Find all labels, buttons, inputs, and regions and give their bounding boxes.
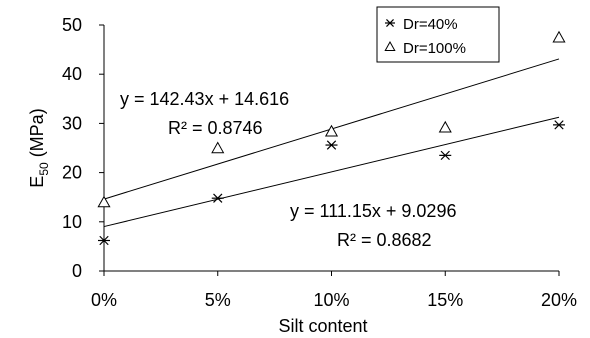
point-dr100: [97, 195, 111, 208]
legend-asterisk-icon: [385, 19, 395, 27]
point-dr100: [211, 141, 225, 154]
y-tick-label: 10: [62, 212, 82, 232]
legend-marker-dr40: [385, 19, 395, 27]
y-axis-label-sub: 50: [37, 162, 51, 176]
y-tick-label: 30: [62, 113, 82, 133]
equation-dr40: y = 111.15x + 9.0296: [290, 201, 456, 221]
y-axis-label-unit: (MPa): [27, 108, 47, 162]
y-axis-label-main: E: [27, 176, 47, 188]
legend-label-dr100: Dr=100%: [403, 40, 466, 57]
y-tick-label: 20: [62, 163, 82, 183]
legend-box: [376, 6, 500, 63]
x-tick-label: 5%: [205, 290, 231, 310]
point-dr100: [324, 124, 339, 137]
x-ticks: 0% 5% 10% 15% 20%: [91, 271, 577, 310]
point-dr40: [325, 140, 338, 150]
y-axis-label: E50 (MPa): [27, 108, 51, 187]
x-axis-label: Silt content: [278, 316, 367, 336]
x-tick-label: 20%: [541, 290, 577, 310]
point-dr40: [553, 120, 565, 130]
x-tick-label: 10%: [313, 290, 349, 310]
y-ticks: 0 10 20 30 40 50: [62, 15, 104, 281]
legend: Dr=40% Dr=100%: [376, 6, 500, 63]
r2-dr100: R² = 0.8746: [168, 118, 263, 138]
trendline-dr40: [103, 116, 560, 228]
equation-dr100: y = 142.43x + 14.616: [120, 89, 289, 109]
data-points: [97, 30, 566, 246]
point-dr100: [552, 30, 566, 43]
point-dr40: [439, 150, 452, 161]
y-tick-label: 50: [62, 15, 82, 35]
legend-marker-dr100: [384, 40, 396, 51]
point-dr100: [438, 120, 452, 133]
x-tick-label: 0%: [91, 290, 117, 310]
legend-label-dr40: Dr=40%: [403, 16, 458, 33]
legend-triangle-icon: [384, 40, 396, 51]
point-dr40: [98, 235, 110, 246]
r2-dr40: R² = 0.8682: [337, 230, 432, 250]
x-tick-label: 15%: [427, 290, 463, 310]
y-tick-label: 40: [62, 64, 82, 84]
y-tick-label: 0: [72, 261, 82, 281]
point-dr40: [211, 193, 224, 203]
